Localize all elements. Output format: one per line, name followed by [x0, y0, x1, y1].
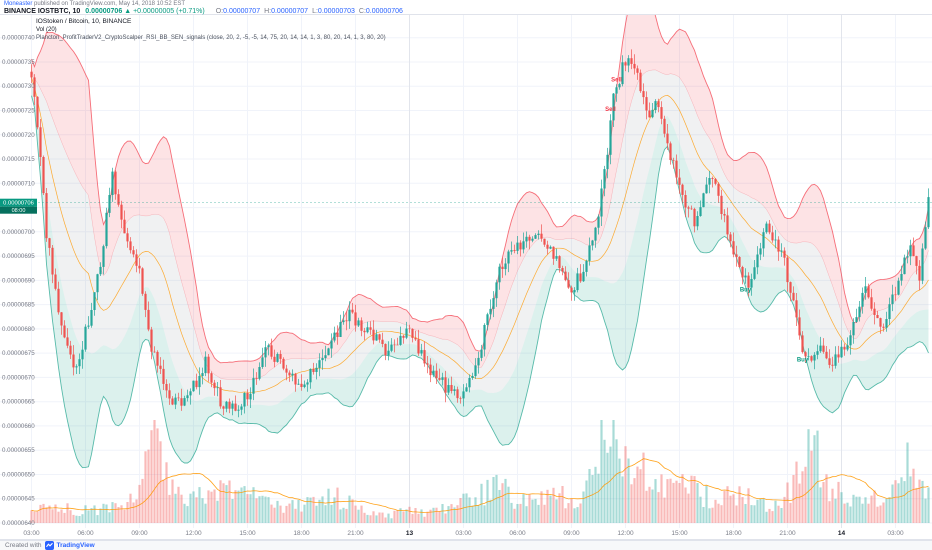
volume-ma-line: [31, 458, 929, 513]
chart-area[interactable]: Sell Sell Buy Buy 0.00000740 0.00000735 0.0000…: [0, 15, 932, 528]
price-axis-label: 0.00000650: [2, 472, 35, 479]
price-axis-label: 0.00000710: [2, 180, 35, 187]
footer-bar: Created with TradingView: [0, 540, 932, 550]
ohlc-low-key: L:: [312, 8, 318, 15]
price-axis[interactable]: 0.00000740 0.00000735 0.00000730 0.00000725…: [2, 35, 35, 527]
time-axis-label: 06:00: [509, 530, 526, 537]
price-axis-label: 0.00000740: [2, 35, 35, 42]
publication-line: Moneaster published on TradingView.com, …: [4, 1, 928, 8]
created-with-label: Created with: [5, 542, 42, 549]
price-axis-label: 0.00000720: [2, 132, 35, 139]
ohlc-high-value: 0.00000707: [271, 8, 309, 15]
volume-histogram: [30, 420, 930, 523]
ohlc-close-key: C:: [358, 8, 366, 15]
price-axis-label: 0.00000715: [2, 156, 35, 163]
last-price-value: 0.00000706: [85, 8, 123, 15]
price-axis-label: 0.00000730: [2, 83, 35, 90]
ohlc-close-value: 0.00000706: [365, 8, 403, 15]
price-change: ▲ +0.00000005 (+0.71%): [124, 8, 205, 15]
time-axis-label: 09:00: [131, 530, 148, 537]
sell-signal-label: Sell: [611, 77, 622, 83]
price-axis-label: 0.00000700: [2, 229, 35, 236]
svg-text:08:00: 08:00: [12, 208, 26, 214]
price-axis-label: 0.00000670: [2, 374, 35, 381]
price-axis-label: 0.00000685: [2, 302, 35, 309]
time-axis-label: 21:00: [779, 530, 796, 537]
bar-countdown: [0, 206, 37, 214]
time-axis[interactable]: 03:00 06:00 09:00 12:00 15:00 18:00 21:00 13 03:…: [0, 528, 932, 540]
time-axis-label: 09:00: [563, 530, 580, 537]
candlesticks: [30, 49, 930, 418]
buy-signal-label: Buy: [740, 288, 752, 294]
time-axis-label: 21:00: [347, 530, 364, 537]
svg-text:0.00000706: 0.00000706: [3, 201, 34, 207]
time-axis-label: 18:00: [293, 530, 310, 537]
grid: [0, 15, 932, 528]
author-link[interactable]: Moneaster: [4, 1, 33, 7]
buy-signal-label: Buy: [797, 358, 809, 364]
price-chart[interactable]: SellSellBuyBuy0.000007400.000007350.0000…: [0, 15, 932, 528]
sell-signal-label: Sell: [605, 107, 616, 113]
price-axis-label: 0.00000645: [2, 496, 35, 503]
ohlc-open-value: 0.00000707: [223, 8, 261, 15]
time-axis-label: 06:00: [77, 530, 94, 537]
price-axis-label: 0.00000695: [2, 253, 35, 260]
time-axis-label: 03:00: [887, 530, 904, 537]
time-axis-label: 12:00: [617, 530, 634, 537]
time-axis-label: 13: [405, 530, 414, 537]
price-axis-label: 0.00000640: [2, 520, 35, 527]
symbol-label: BINANCE IOSTBTC, 10: [4, 8, 81, 15]
signal-labels: Sell Sell Buy Buy: [605, 77, 809, 363]
price-axis-label: 0.00000655: [2, 447, 35, 454]
page-header: Moneaster published on TradingView.com, …: [0, 0, 932, 15]
price-axis-label: 0.00000735: [2, 59, 35, 66]
time-axis-label: 18:00: [725, 530, 742, 537]
time-axis-label: 14: [837, 530, 846, 537]
time-axis-label: 03:00: [23, 530, 40, 537]
time-axis-label: 15:00: [671, 530, 688, 537]
price-axis-label: 0.00000680: [2, 326, 35, 333]
ticker-line: BINANCE IOSTBTC, 10 0.00000706 ▲ +0.000000…: [4, 8, 928, 16]
price-axis-label: 0.00000690: [2, 277, 35, 284]
time-axis-label: 15:00: [239, 530, 256, 537]
scalper-bands: [31, 15, 929, 469]
ohlc-high-key: H:: [264, 8, 272, 15]
ohlc-low-value: 0.00000703: [317, 8, 355, 15]
price-axis-label: 0.00000675: [2, 350, 35, 357]
price-axis-label: 0.00000725: [2, 108, 35, 115]
ohlc-open-key: O:: [215, 8, 224, 15]
price-axis-label: 0.00000665: [2, 399, 35, 406]
publication-text: published on TradingView.com, May 14, 20…: [32, 1, 186, 7]
price-axis-label: 0.00000660: [2, 423, 35, 430]
time-axis-label: 12:00: [185, 530, 202, 537]
tradingview-link[interactable]: TradingView: [56, 542, 95, 549]
time-axis-label: 03:00: [455, 530, 472, 537]
tradingview-logo-icon: [44, 541, 54, 550]
